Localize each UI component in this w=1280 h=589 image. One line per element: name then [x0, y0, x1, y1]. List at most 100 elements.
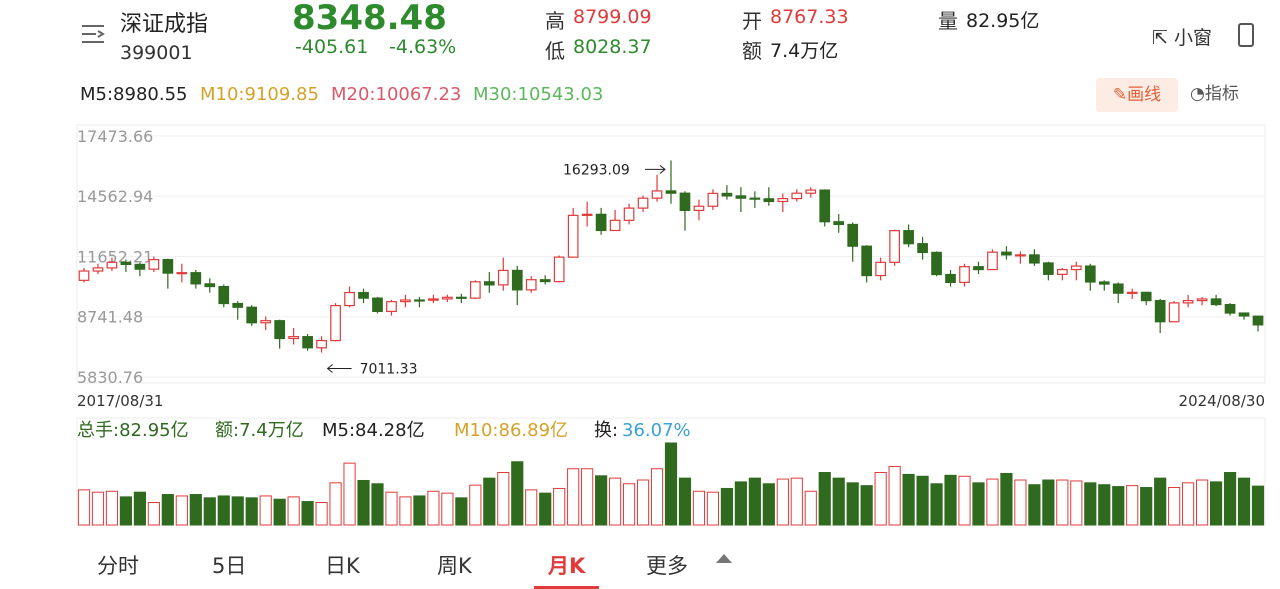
- price: 8348.48: [292, 0, 447, 38]
- indicator-text: 指标: [1204, 84, 1239, 104]
- ma10: M10:9109.85: [200, 84, 319, 105]
- candle-body: [1168, 302, 1180, 323]
- volume-bar: [91, 491, 105, 526]
- candle-body: [525, 279, 537, 291]
- candle-body: [889, 230, 900, 263]
- max-arrow: [645, 165, 666, 174]
- volume-bar: [595, 475, 608, 526]
- volume-info-total: 总手:82.95亿: [77, 420, 189, 441]
- candle-body: [456, 296, 467, 299]
- tab[interactable]: 日K: [325, 554, 360, 578]
- device-icon[interactable]: [1236, 22, 1258, 50]
- candle-body: [749, 197, 761, 200]
- volume-bar: [776, 478, 789, 526]
- volume-bar: [539, 492, 552, 526]
- draw-btn[interactable]: ✎画线: [1096, 78, 1178, 112]
- volume-bar: [1126, 485, 1139, 526]
- volume-bar: [958, 475, 971, 526]
- candle-body: [539, 279, 551, 283]
- candle-body: [1252, 315, 1264, 326]
- candle-body: [637, 197, 649, 209]
- volume-bar: [804, 490, 817, 526]
- end-date: 2024/08/30: [1179, 392, 1265, 410]
- change: -405.61: [295, 36, 369, 58]
- candle-body: [1070, 265, 1082, 271]
- volume-bar: [1098, 484, 1111, 526]
- amount-label: 额: [742, 39, 762, 63]
- indicator-btn[interactable]: ◔指标: [1190, 84, 1239, 104]
- candle-body: [1238, 312, 1250, 317]
- candle-body: [428, 298, 439, 301]
- candle-body: [260, 320, 272, 324]
- volume-bar: [301, 501, 314, 526]
- tab[interactable]: 更多: [646, 554, 688, 578]
- volume-bar: [483, 477, 496, 526]
- low-label: 低: [545, 39, 565, 63]
- volume-bar: [1168, 487, 1181, 526]
- volume-bar: [119, 496, 133, 526]
- volume-bar: [1182, 482, 1195, 526]
- candle-body: [665, 190, 677, 194]
- volume-bar: [636, 479, 650, 526]
- candle-body: [973, 266, 984, 271]
- volume-bar: [497, 472, 510, 526]
- candle-body: [721, 192, 733, 197]
- amount: 7.4万亿: [770, 40, 839, 62]
- volume-bar: [930, 483, 943, 526]
- volume-bar: [189, 494, 202, 526]
- start-date: 2017/08/31: [77, 392, 163, 410]
- small-window-btn[interactable]: ⇱ 小窗: [1152, 27, 1212, 49]
- volume-bar: [818, 472, 831, 526]
- menu-icon[interactable]: [80, 22, 108, 46]
- candle-body: [483, 281, 495, 286]
- volume-bar: [832, 477, 845, 526]
- candle-body: [232, 302, 244, 308]
- candle-body: [330, 304, 341, 342]
- volume-bar: [944, 474, 957, 526]
- volume-bar: [469, 484, 482, 526]
- volume-bar: [1000, 472, 1013, 526]
- candle-body: [805, 189, 817, 194]
- more-arrow[interactable]: [716, 554, 732, 563]
- volume-label: 量: [938, 9, 958, 33]
- volume-info-amount: 额:7.4万亿: [215, 420, 304, 441]
- candle-body: [959, 266, 970, 284]
- volume: 82.95亿: [966, 10, 1040, 32]
- y-tick-label: 5830.76: [77, 368, 143, 387]
- volume-bar: [385, 491, 398, 526]
- volume-bar: [1237, 477, 1251, 526]
- tab[interactable]: 分时: [97, 554, 139, 578]
- candle-body: [903, 230, 914, 245]
- volume-bar: [846, 482, 859, 526]
- volume-bar: [1223, 472, 1237, 526]
- candle-body: [218, 285, 230, 305]
- volume-bar: [581, 468, 594, 526]
- volume-bar: [147, 502, 160, 526]
- candle-body: [861, 245, 873, 277]
- candle-body: [1182, 300, 1194, 304]
- volume-bar: [1154, 477, 1167, 526]
- volume-bar: [720, 487, 733, 526]
- volume-bar: [259, 495, 272, 526]
- y-tick-label: 17473.66: [77, 127, 153, 146]
- volume-bar: [553, 487, 566, 526]
- volume-bar: [399, 496, 412, 526]
- candle-body: [106, 261, 118, 269]
- volume-bar: [441, 492, 454, 526]
- index-code: 399001: [120, 42, 193, 64]
- volume-bar: [315, 502, 328, 526]
- candle-body: [567, 214, 579, 258]
- tab[interactable]: 月K: [534, 550, 600, 589]
- candle-body: [148, 259, 160, 270]
- candle-body: [623, 207, 635, 221]
- candle-body: [1056, 268, 1068, 275]
- volume-bar: [287, 496, 300, 526]
- candle-body: [316, 339, 327, 349]
- volume-bar: [1112, 486, 1125, 526]
- volume-bar: [1196, 479, 1209, 526]
- volume-bar: [203, 497, 216, 526]
- volume-bar: [427, 490, 440, 526]
- tab[interactable]: 5日: [212, 554, 247, 578]
- volume-bar: [916, 475, 929, 526]
- tab[interactable]: 周K: [437, 554, 472, 578]
